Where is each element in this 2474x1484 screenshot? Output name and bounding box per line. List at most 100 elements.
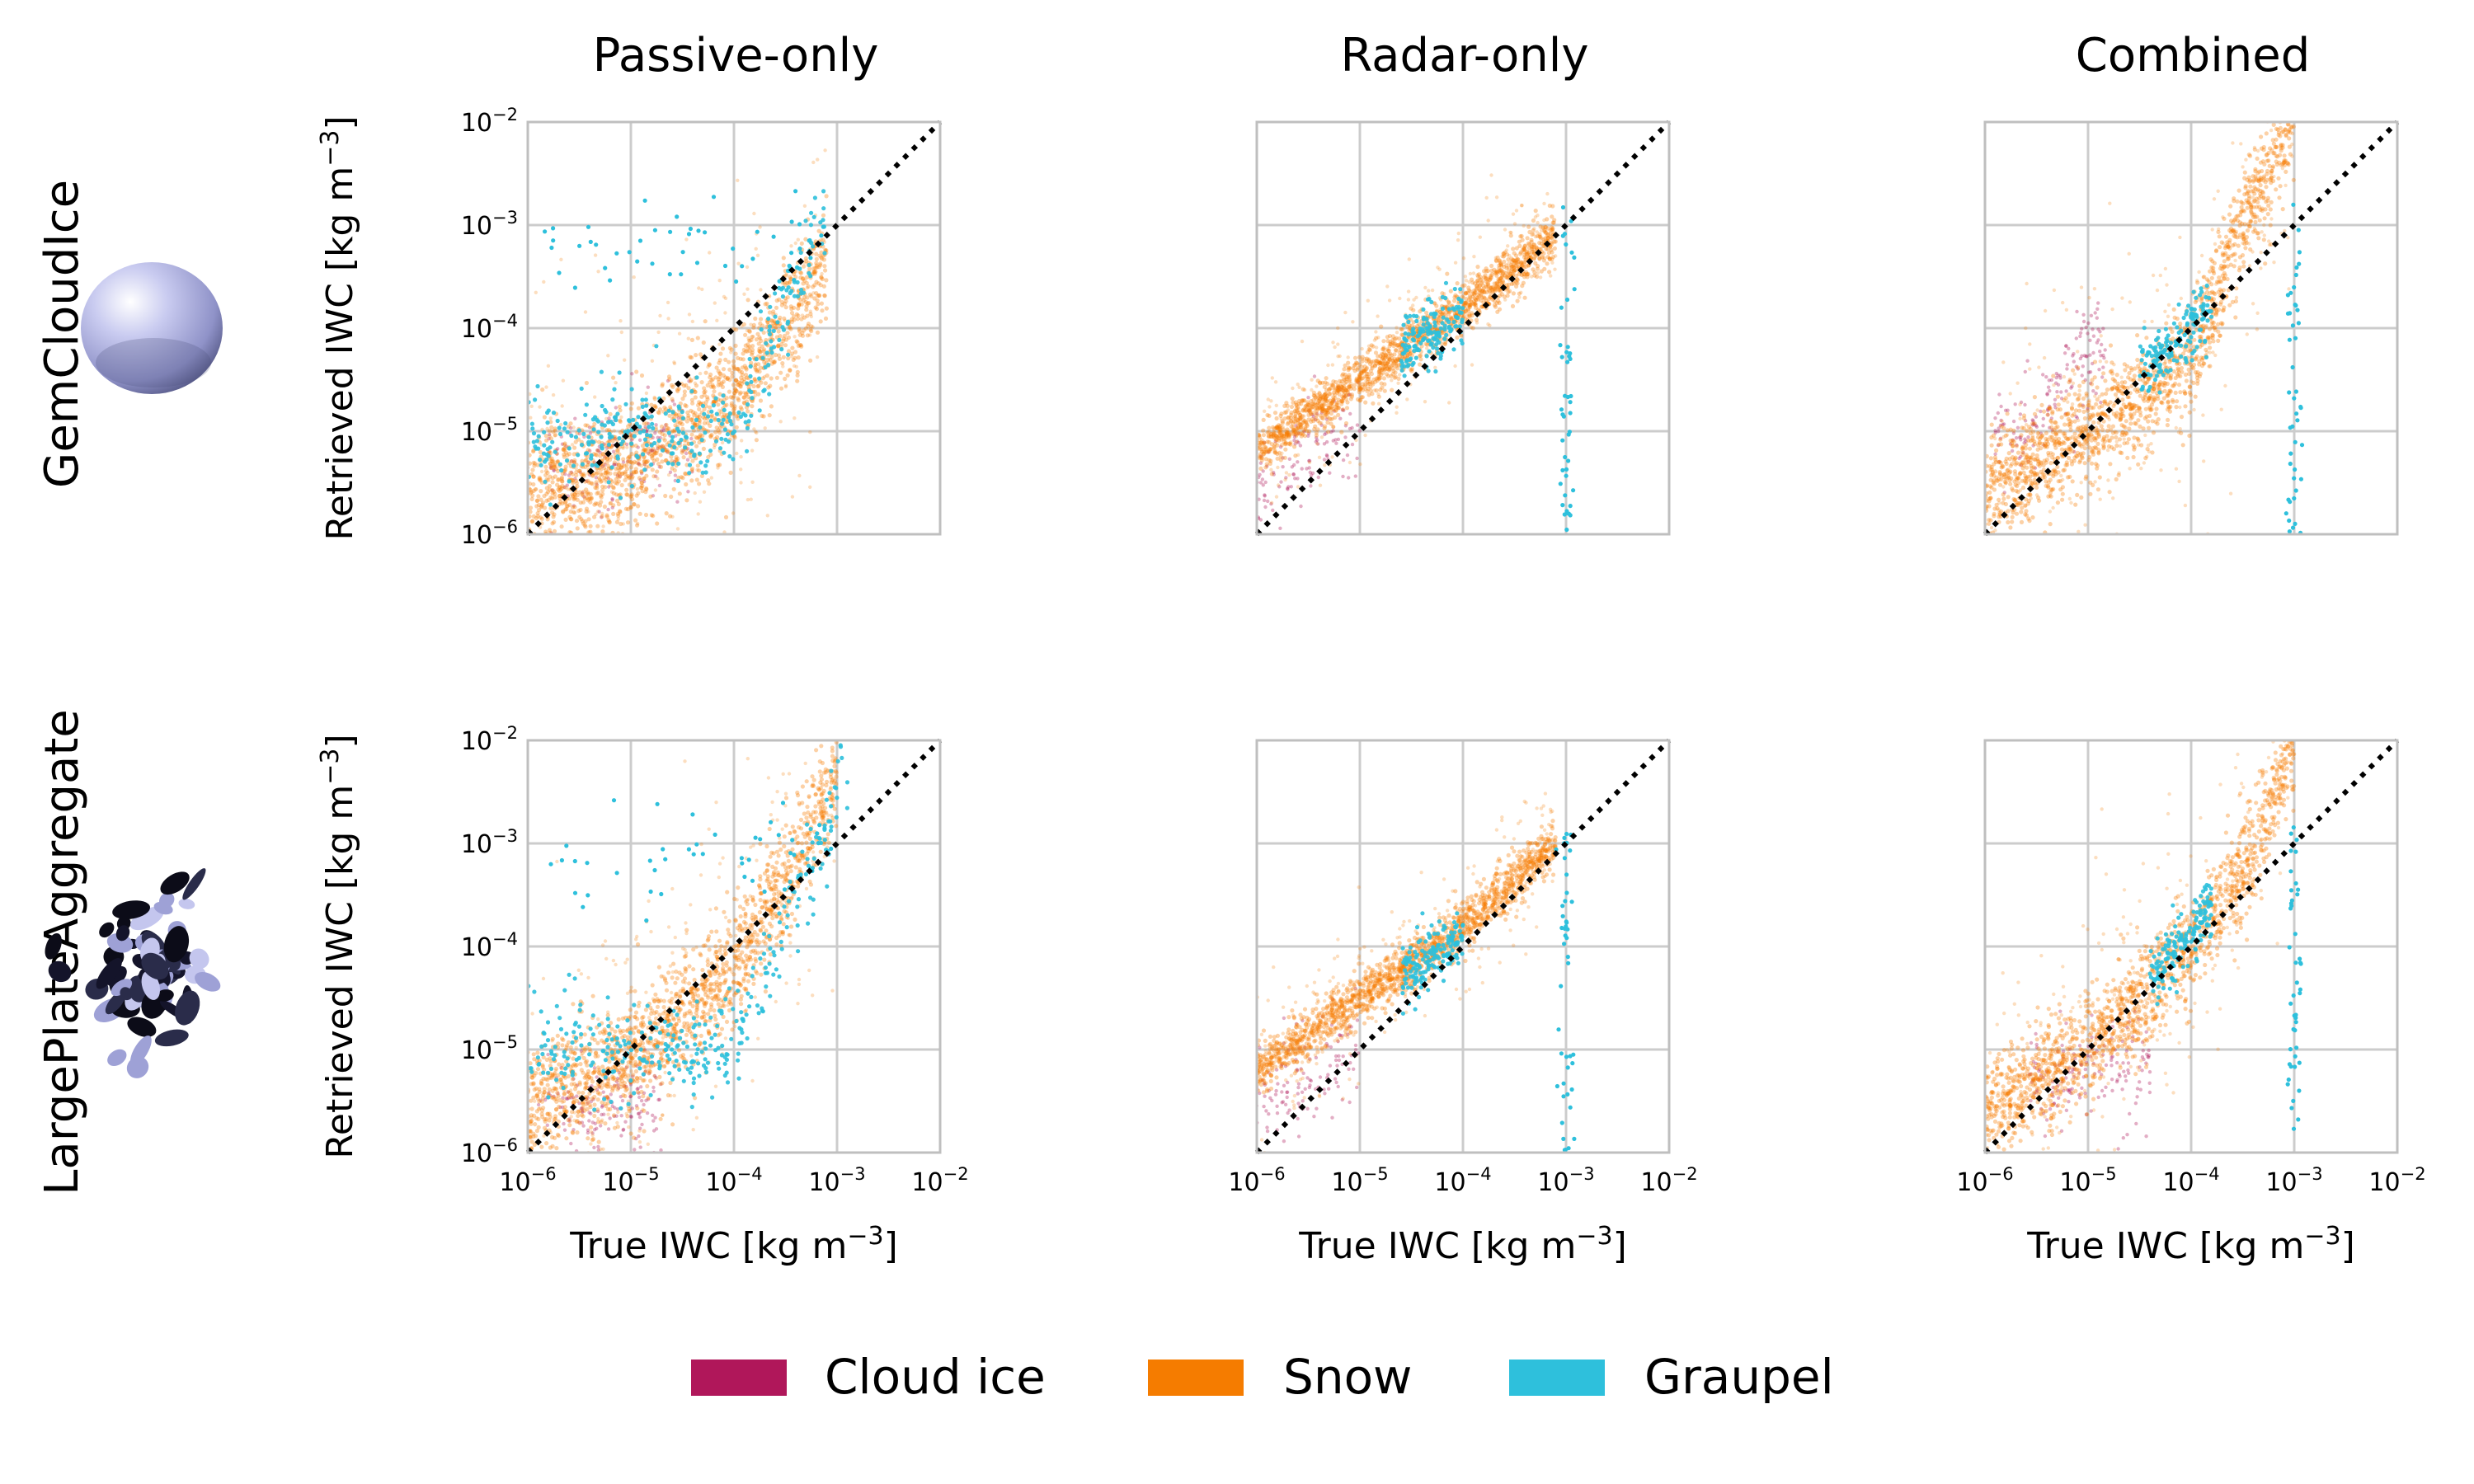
point-snow <box>532 463 537 468</box>
point-snow <box>1266 448 1271 453</box>
point-snow <box>1385 359 1391 364</box>
point-snow <box>1504 265 1509 270</box>
point-cloud-ice <box>2062 351 2067 355</box>
point-snow <box>1385 373 1391 378</box>
point-snow <box>1315 442 1319 446</box>
point-cloud-ice <box>1307 458 1311 463</box>
point-snow <box>613 472 618 477</box>
point-snow <box>1488 323 1492 327</box>
point-snow <box>693 389 698 394</box>
point-snow <box>689 478 694 483</box>
point-snow <box>699 473 705 479</box>
point-cloud-ice <box>2065 367 2069 371</box>
point-snow <box>1490 272 1495 277</box>
point-snow <box>2179 365 2184 371</box>
point-snow <box>1343 381 1348 386</box>
point-snow <box>1545 247 1550 251</box>
point-snow <box>574 472 579 478</box>
point-cloud-ice <box>1230 543 1233 547</box>
point-snow <box>1497 269 1502 274</box>
point-snow <box>1284 431 1289 437</box>
point-cloud-ice <box>1314 439 1319 444</box>
point-snow <box>697 286 701 290</box>
point-snow <box>1284 434 1289 439</box>
point-snow <box>727 389 732 394</box>
point-snow <box>555 468 561 474</box>
point-snow <box>530 467 535 472</box>
point-snow <box>789 319 795 324</box>
point-graupel <box>1457 310 1462 315</box>
point-snow <box>1470 326 1475 331</box>
point-snow <box>818 283 823 288</box>
point-snow <box>1321 406 1326 411</box>
point-snow <box>732 387 738 392</box>
point-snow <box>2091 405 2096 410</box>
point-snow <box>707 481 712 486</box>
point-snow <box>716 377 722 382</box>
point-snow <box>2069 458 2074 463</box>
point-snow <box>1263 409 1267 413</box>
point-snow <box>1553 239 1558 244</box>
point-snow <box>1546 251 1551 256</box>
point-snow <box>774 325 778 330</box>
point-snow <box>1512 265 1517 270</box>
point-graupel <box>666 430 671 435</box>
point-snow <box>632 470 637 475</box>
point-snow <box>583 458 588 463</box>
point-snow <box>1470 313 1475 318</box>
point-snow <box>684 658 688 661</box>
y-tick-label: 10−6 <box>461 517 518 550</box>
point-cloud-ice <box>606 477 610 481</box>
point-snow <box>1524 251 1529 256</box>
point-cloud-ice <box>2065 363 2069 367</box>
point-snow <box>752 427 756 431</box>
point-snow <box>1305 422 1310 427</box>
point-snow <box>820 308 825 313</box>
point-snow <box>586 496 591 501</box>
point-snow <box>624 463 629 467</box>
point-snow <box>1998 460 2003 466</box>
point-snow <box>816 265 821 270</box>
point-snow <box>1347 383 1352 388</box>
point-snow <box>800 313 805 317</box>
point-snow <box>529 519 534 524</box>
point-snow <box>590 473 595 478</box>
point-snow <box>781 355 786 359</box>
point-snow <box>794 339 799 344</box>
point-snow <box>1520 273 1524 277</box>
point-snow <box>608 501 612 505</box>
point-snow <box>669 494 674 500</box>
point-graupel <box>725 432 731 437</box>
point-cloud-ice <box>1293 433 1297 437</box>
point-snow <box>1500 271 1506 276</box>
point-snow <box>1377 361 1381 365</box>
point-cloud-ice <box>1322 442 1327 446</box>
point-graupel <box>1426 338 1431 343</box>
point-graupel <box>607 435 613 440</box>
point-snow <box>689 432 694 437</box>
point-snow <box>1550 242 1554 247</box>
point-snow <box>1516 257 1521 262</box>
point-snow <box>2128 365 2133 370</box>
point-snow <box>1513 279 1519 284</box>
point-snow <box>794 312 799 317</box>
point-cloud-ice <box>1309 473 1314 477</box>
point-snow <box>656 410 661 415</box>
point-cloud-ice <box>637 462 641 467</box>
point-snow <box>2167 388 2172 393</box>
point-snow <box>557 488 562 494</box>
point-snow <box>2151 386 2156 392</box>
point-graupel <box>606 420 611 425</box>
point-snow <box>1471 291 1477 296</box>
point-graupel <box>1425 321 1430 326</box>
point-snow <box>1294 434 1299 439</box>
point-graupel <box>1444 332 1449 338</box>
point-cloud-ice <box>2101 353 2105 358</box>
point-snow <box>1273 434 1279 439</box>
point-graupel <box>576 428 581 433</box>
point-snow <box>1348 460 1352 465</box>
point-snow <box>1261 451 1266 457</box>
point-cloud-ice <box>1260 477 1265 481</box>
point-snow <box>556 477 561 482</box>
point-snow <box>609 479 614 484</box>
